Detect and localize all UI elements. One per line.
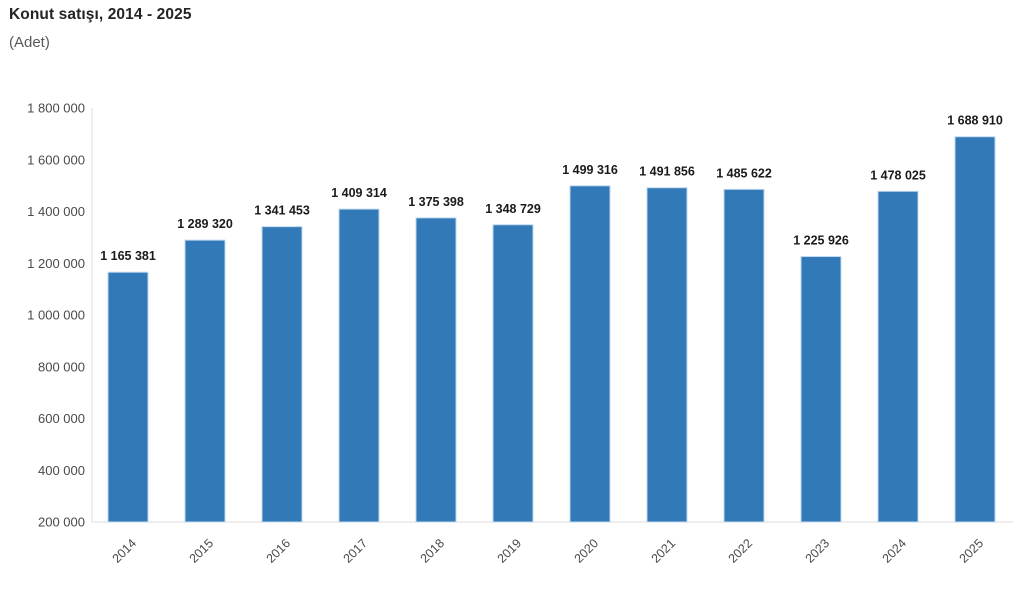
bar-value-label-2018: 1 375 398 xyxy=(408,195,464,209)
x-tick-label-2020: 2020 xyxy=(572,536,602,566)
y-tick-label-600000: 600 000 xyxy=(38,411,85,426)
bar-2014[interactable] xyxy=(107,271,149,523)
bar-chart-svg: 200 000 400 000 600 000 800 000 1 000 000 1 2… xyxy=(27,101,1013,566)
bar-2021[interactable] xyxy=(646,187,688,523)
bar-2020[interactable] xyxy=(569,185,611,523)
bar-2025[interactable] xyxy=(954,136,996,523)
bar-value-label-2024: 1 478 025 xyxy=(870,168,926,182)
bar-value-label-2020: 1 499 316 xyxy=(562,163,618,177)
x-tick-label-2016: 2016 xyxy=(264,536,294,566)
chart-header: Konut satışı, 2014 - 2025 (Adet) xyxy=(9,5,192,52)
bar-value-label-2025: 1 688 910 xyxy=(947,114,1003,128)
x-tick-label-2015: 2015 xyxy=(187,536,217,566)
y-tick-label-800000: 800 000 xyxy=(38,359,85,374)
bar-2022[interactable] xyxy=(723,188,765,523)
bar-2016[interactable] xyxy=(261,226,303,523)
x-tick-label-2018: 2018 xyxy=(418,536,448,566)
y-tick-label-1800000: 1 800 000 xyxy=(27,101,85,116)
bar-value-label-2019: 1 348 729 xyxy=(485,202,541,216)
x-tick-label-2019: 2019 xyxy=(495,536,525,566)
y-tick-label-200000: 200 000 xyxy=(38,515,85,530)
bar-value-label-2016: 1 341 453 xyxy=(254,204,310,218)
chart-title: Konut satışı, 2014 - 2025 xyxy=(9,6,192,23)
x-tick-label-2025: 2025 xyxy=(957,536,987,566)
bar-2015[interactable] xyxy=(184,239,226,523)
x-tick-label-2017: 2017 xyxy=(341,536,371,566)
bar-value-label-2014: 1 165 381 xyxy=(100,249,156,263)
bar-value-label-2021: 1 491 856 xyxy=(639,165,695,179)
x-tick-label-2024: 2024 xyxy=(880,536,910,566)
bar-2019[interactable] xyxy=(492,224,534,523)
bar-value-label-2017: 1 409 314 xyxy=(331,186,387,200)
bar-chart-area: 200 000 400 000 600 000 800 000 1 000 000 1 2… xyxy=(0,70,1024,590)
bar-value-label-2023: 1 225 926 xyxy=(793,234,849,248)
x-tick-label-2021: 2021 xyxy=(649,536,679,566)
bar-2023[interactable] xyxy=(800,256,842,523)
bar-2017[interactable] xyxy=(338,208,380,523)
y-tick-label-1600000: 1 600 000 xyxy=(27,152,85,167)
bar-value-label-2022: 1 485 622 xyxy=(716,166,772,180)
y-tick-label-400000: 400 000 xyxy=(38,463,85,478)
y-tick-label-1400000: 1 400 000 xyxy=(27,204,85,219)
bar-2018[interactable] xyxy=(415,217,457,523)
y-tick-label-1000000: 1 000 000 xyxy=(27,308,85,323)
x-tick-label-2022: 2022 xyxy=(726,536,756,566)
x-tick-label-2023: 2023 xyxy=(803,536,833,566)
x-tick-label-2014: 2014 xyxy=(110,536,140,566)
y-tick-label-1200000: 1 200 000 xyxy=(27,256,85,271)
chart-unit-subtitle: (Adet) xyxy=(9,34,50,51)
bar-2024[interactable] xyxy=(877,190,919,523)
bar-value-label-2015: 1 289 320 xyxy=(177,217,233,231)
